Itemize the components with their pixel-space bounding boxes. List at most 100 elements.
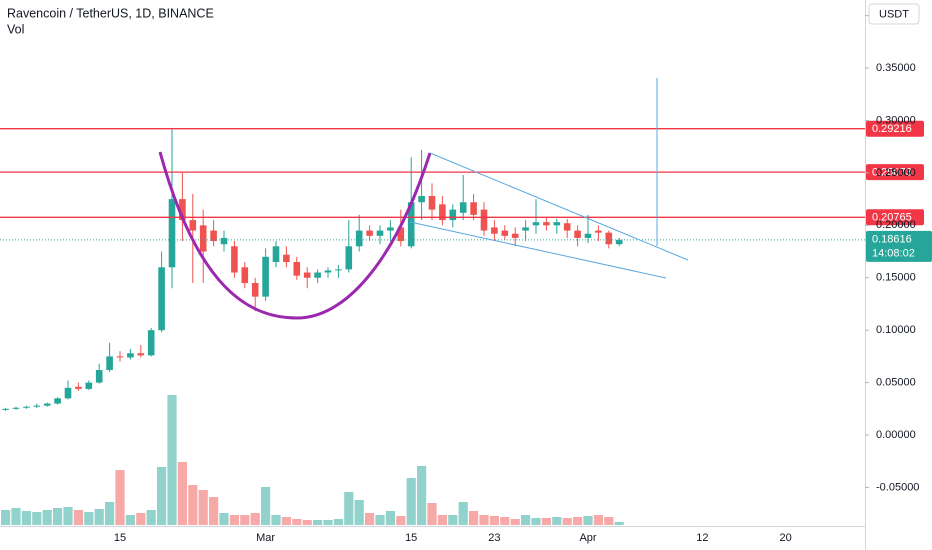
- volume-layer: [1, 395, 624, 525]
- candle-body: [418, 195, 425, 203]
- candle-body: [449, 209, 457, 221]
- candle-body: [210, 230, 217, 242]
- candle-body: [293, 262, 301, 276]
- volume-bar: [489, 516, 499, 525]
- volume-bar: [437, 515, 447, 525]
- y-tick-label: 0.10000: [876, 324, 916, 336]
- candle-body: [64, 387, 72, 399]
- candle-body: [241, 267, 249, 283]
- candle-body: [324, 270, 332, 273]
- volume-bar: [458, 502, 468, 525]
- volume-bar: [292, 519, 302, 525]
- candle-body: [615, 239, 623, 245]
- volume-bar: [604, 517, 614, 525]
- volume-bar: [188, 485, 198, 525]
- candle-body: [522, 227, 529, 231]
- volume-bar: [365, 513, 375, 525]
- volume-bar: [167, 395, 177, 525]
- countdown-label: 14:08:02: [872, 248, 915, 260]
- volume-bar: [11, 508, 21, 525]
- axis-layer: -0.05000 0.00000 0.05000 0.10000 0.15000 0.20…: [114, 10, 920, 544]
- candle-body: [303, 272, 311, 278]
- level-badge: [866, 120, 924, 137]
- volume-bar: [375, 515, 385, 525]
- volume-bar: [573, 517, 583, 525]
- volume-bar: [385, 511, 395, 525]
- level-label: 0.25073: [872, 167, 912, 179]
- candle-body: [605, 232, 613, 245]
- level-label: 0.29216: [872, 123, 912, 135]
- candle-body: [2, 408, 9, 410]
- volume-bar: [177, 462, 187, 525]
- candle-body: [54, 398, 61, 404]
- volume-bar: [198, 490, 208, 525]
- candle-body: [355, 230, 363, 247]
- x-tick-label: 20: [779, 532, 791, 544]
- candle-body: [314, 272, 321, 278]
- volume-bar: [354, 500, 364, 525]
- candle-body: [168, 199, 176, 268]
- candle-body: [106, 356, 113, 371]
- volume-bar: [302, 520, 312, 525]
- candle-body: [189, 220, 197, 231]
- candle-body: [428, 195, 436, 210]
- volume-bar: [53, 508, 63, 525]
- level-layer: 0.29216 0.25073 0.20765 0.18616 14:08:02: [0, 120, 932, 262]
- currency-badge[interactable]: [868, 3, 920, 25]
- y-tick-label: 0.20000: [876, 219, 916, 231]
- y-tick-label: 0.25000: [876, 167, 916, 179]
- candle-body: [179, 199, 186, 221]
- volume-bar: [281, 517, 291, 525]
- last-price-label: 0.18616: [872, 234, 912, 246]
- y-tick-label: -0.05000: [876, 481, 919, 493]
- candle-body: [470, 202, 477, 215]
- volume-bar: [42, 510, 52, 525]
- volume-bar: [115, 470, 125, 525]
- y-tick-label: 0.30000: [876, 114, 916, 126]
- volume-bar: [396, 516, 406, 525]
- level-label: 0.20765: [872, 212, 912, 224]
- volume-bar: [146, 510, 156, 525]
- candle-body: [335, 269, 342, 271]
- candle-body: [584, 233, 592, 238]
- volume-bar: [261, 487, 271, 525]
- candle-body: [283, 254, 290, 263]
- volume-bar: [313, 520, 323, 525]
- volume-bar: [521, 515, 531, 525]
- volume-bar: [94, 509, 104, 525]
- candle-body: [199, 225, 207, 252]
- volume-bar: [614, 522, 624, 525]
- volume-bar: [240, 515, 250, 525]
- volume-bar: [552, 517, 562, 525]
- candle-body: [407, 202, 415, 247]
- cup-drawing: [158, 151, 432, 320]
- candle-body: [366, 230, 373, 236]
- candle-body: [345, 246, 353, 270]
- volume-bar: [427, 503, 437, 525]
- candle-body: [553, 222, 561, 226]
- y-tick-label: 0.15000: [876, 272, 916, 284]
- volume-bar: [417, 466, 427, 525]
- volume-bar: [219, 513, 229, 525]
- volume-bar: [271, 515, 281, 525]
- wedge-top-line: [429, 152, 689, 261]
- volume-bar: [157, 467, 167, 525]
- x-tick-label: 23: [488, 532, 500, 544]
- candle-body: [262, 256, 269, 297]
- candle-body: [480, 209, 488, 231]
- currency-label[interactable]: USDT: [879, 8, 909, 20]
- volume-bar: [333, 519, 343, 525]
- y-tick-label: 0.00000: [876, 429, 916, 441]
- volume-bar: [1, 510, 11, 525]
- candle-body: [95, 370, 103, 383]
- volume-bar: [541, 518, 551, 525]
- volume-bar: [562, 518, 572, 525]
- wedge-bottom-line: [409, 221, 667, 279]
- candle-body: [158, 267, 165, 331]
- candle-body: [376, 230, 384, 236]
- volume-bar: [583, 516, 593, 525]
- volume-bar: [323, 520, 333, 525]
- candle-body: [251, 282, 259, 297]
